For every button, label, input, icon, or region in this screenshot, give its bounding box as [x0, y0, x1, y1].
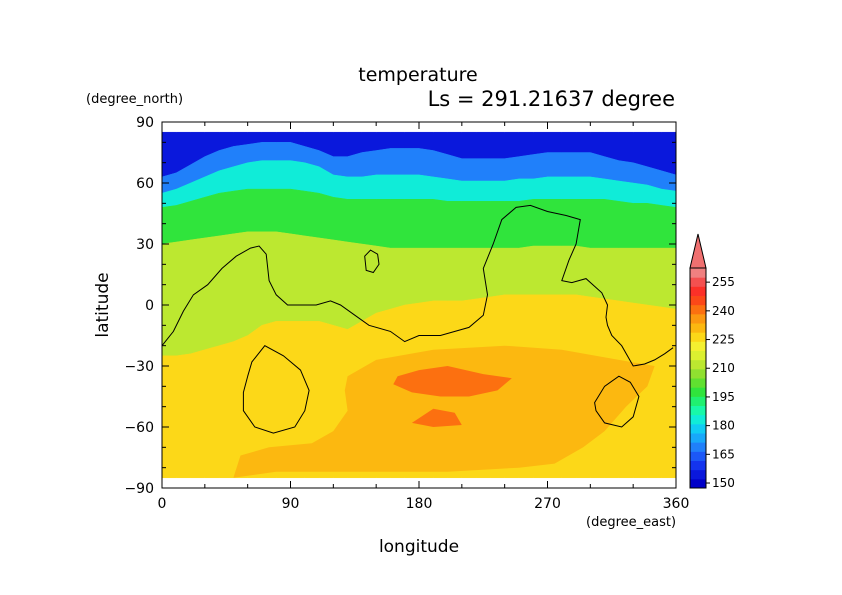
- colorbar-swatch: [690, 295, 706, 306]
- warm-region-2: [411, 408, 462, 427]
- colorbar-swatch: [690, 414, 706, 425]
- colorbar-swatch: [690, 359, 706, 370]
- contour-line-3: [594, 375, 640, 428]
- x-tick-label: 270: [534, 496, 561, 512]
- colorbar-swatch: [690, 341, 706, 351]
- colorbar-swatch: [690, 350, 706, 361]
- y-axis-label: latitude: [93, 272, 113, 337]
- colorbar-label: 255: [712, 275, 735, 289]
- colorbar-frame: [689, 267, 707, 489]
- y-tick-label: 0: [145, 298, 154, 314]
- colorbar-swatch: [690, 313, 706, 324]
- colorbar: 150 165 180 195 210 225 240 255: [689, 233, 735, 490]
- colorbar-swatch: [690, 405, 706, 416]
- colorbar-swatch: [690, 423, 706, 434]
- y-tick-label: 30: [136, 237, 154, 253]
- colorbar-swatch: [690, 286, 706, 296]
- colorbar-label: 240: [712, 304, 735, 318]
- colorbar-label: 210: [712, 361, 735, 375]
- colorbar-swatch: [690, 478, 706, 489]
- colorbar-swatch: [690, 332, 706, 342]
- colorbar-swatch: [690, 396, 706, 406]
- x-tick-label: 180: [406, 496, 433, 512]
- y-tick-label: 60: [136, 176, 154, 192]
- colorbar-swatch: [690, 268, 706, 278]
- colorbar-swatch: [690, 277, 706, 287]
- y-unit-label: (degree_north): [86, 92, 183, 107]
- x-unit-label: (degree_east): [586, 515, 676, 530]
- colorbar-swatch: [690, 323, 706, 333]
- colorbar-label: 150: [712, 476, 735, 490]
- x-tick-label: 0: [158, 496, 167, 512]
- x-tick-label: 360: [663, 496, 690, 512]
- y-tick-label: −60: [124, 420, 154, 436]
- y-tick-label: −90: [124, 481, 154, 497]
- x-axis-label: longitude: [379, 537, 459, 557]
- colorbar-swatch: [690, 304, 706, 315]
- colorbar-swatch: [690, 378, 706, 388]
- warm-region-1: [393, 366, 512, 397]
- colorbar-extend-arrow: [689, 233, 707, 269]
- contour-line-0: [162, 204, 674, 367]
- colorbar-swatch: [690, 460, 706, 471]
- colorbar-label: 180: [712, 419, 735, 433]
- colorbar-swatch: [690, 469, 706, 480]
- y-tick-label: 90: [136, 115, 154, 131]
- temperature-field: [162, 131, 676, 479]
- x-tick-label: 90: [282, 496, 300, 512]
- contour-line-1: [364, 249, 380, 274]
- y-tick-label: −30: [124, 359, 154, 375]
- colorbar-swatch: [690, 368, 706, 379]
- colorbar-swatch: [690, 387, 706, 397]
- colorbar-swatch: [690, 442, 706, 452]
- colorbar-swatch: [690, 451, 706, 461]
- contour-lines: [162, 204, 674, 434]
- axis-ticks: 0 90 180 270 360 90 60 30 0 −30 −60 −90: [124, 115, 689, 512]
- colorbar-label: 165: [712, 447, 735, 461]
- colorbar-label: 195: [712, 390, 735, 404]
- chart-subtitle: Ls = 291.21637 degree: [428, 87, 675, 111]
- contour-line-2: [242, 345, 310, 434]
- colorbar-label: 225: [712, 333, 735, 347]
- chart-title: temperature: [358, 64, 477, 86]
- colorbar-swatch: [690, 433, 706, 443]
